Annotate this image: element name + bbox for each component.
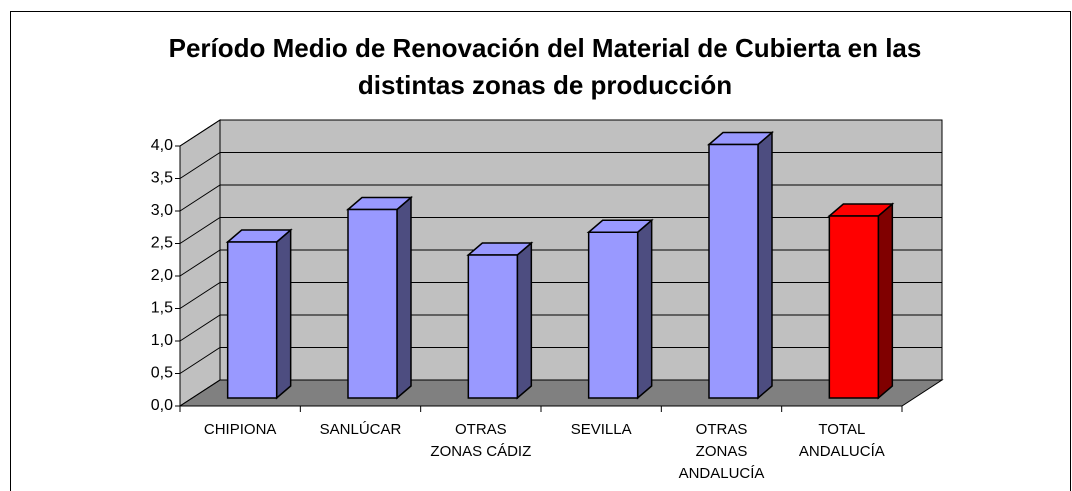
bar-face (636, 218, 653, 400)
x-tick-label: SEVILLA (570, 421, 632, 438)
grid-line (179, 379, 942, 407)
bar (827, 202, 895, 400)
y-tick-label: 2,0 (151, 267, 173, 284)
x-tick-label: TOTAL ANDALUCÍA (798, 421, 885, 460)
bar-face (757, 130, 773, 400)
bar-face (275, 228, 292, 400)
grid-line (179, 347, 942, 374)
y-tick-label: 2,5 (151, 235, 173, 252)
grid-line (179, 119, 942, 147)
y-tick-label: 3,5 (151, 170, 173, 187)
x-tick-label: OTRAS ZONAS CÁDIZ (430, 421, 532, 460)
bar-face (587, 231, 639, 399)
y-tick-label: 1,0 (151, 332, 173, 349)
x-tick-label: SANLÚCAR (319, 421, 402, 438)
y-tick-label: 0,5 (151, 365, 173, 382)
floor (178, 379, 944, 407)
x-tick-label: CHIPIONA (203, 421, 277, 438)
bar (225, 228, 293, 400)
bar-face (708, 143, 759, 399)
bar (466, 241, 534, 400)
grid-line (179, 282, 942, 309)
bar-face (467, 254, 519, 399)
grid-line (179, 249, 942, 277)
grid-line (179, 152, 942, 179)
chart-title: Período Medio de Renovación del Material… (168, 33, 922, 100)
bar-face (226, 241, 278, 399)
bar-face (347, 208, 398, 399)
y-tick-label: 0,0 (151, 397, 173, 414)
bar-face (877, 202, 894, 400)
bar-face (516, 241, 533, 400)
x-tick-label: OTRAS ZONAS ANDALUCÍA (678, 421, 765, 482)
bar-face (396, 195, 412, 400)
grid-line (179, 217, 942, 244)
bar (586, 218, 654, 400)
grid-line (179, 314, 942, 342)
y-tick-label: 4,0 (151, 137, 173, 154)
bar (345, 195, 414, 400)
y-tick-label: 3,0 (151, 202, 173, 219)
y-tick-label: 1,5 (151, 300, 173, 317)
bar (706, 130, 775, 400)
grid-line (179, 184, 942, 212)
bar-face (828, 215, 880, 399)
